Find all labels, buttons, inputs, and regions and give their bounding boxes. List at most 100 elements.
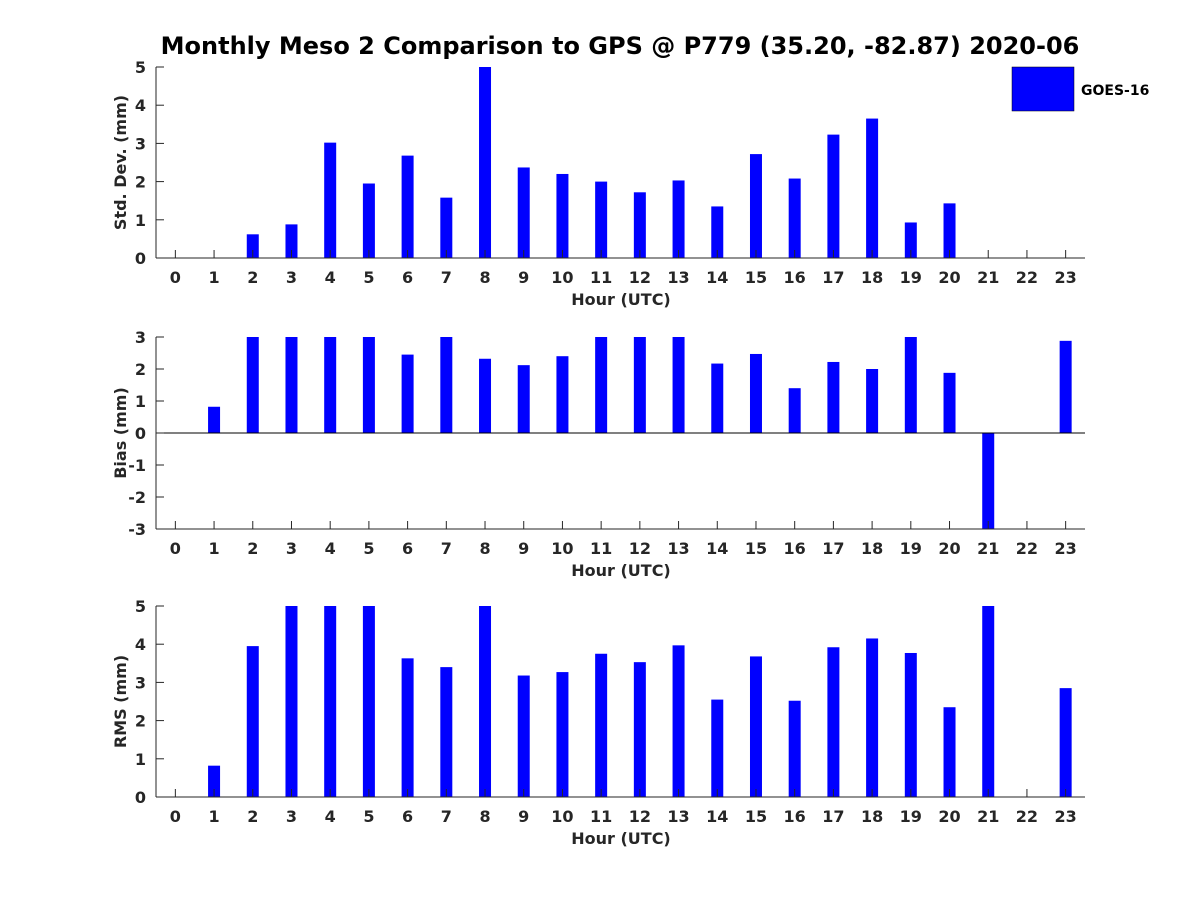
x-tick-label: 13 bbox=[667, 268, 689, 287]
legend: GOES-16 bbox=[1011, 66, 1149, 112]
x-tick-label: 22 bbox=[1016, 539, 1038, 558]
x-tick-label: 17 bbox=[822, 268, 844, 287]
x-tick-label: 22 bbox=[1016, 807, 1038, 826]
y-axis-label: Std. Dev. (mm) bbox=[111, 95, 130, 230]
bar-hour-3 bbox=[285, 337, 298, 433]
legend-swatch bbox=[1011, 66, 1075, 112]
bar-hour-1 bbox=[208, 406, 221, 433]
x-tick-label: 10 bbox=[551, 539, 573, 558]
x-axis-label: Hour (UTC) bbox=[571, 290, 671, 309]
x-tick-label: 12 bbox=[629, 807, 651, 826]
x-tick-label: 14 bbox=[706, 539, 728, 558]
bar-hour-6 bbox=[401, 354, 414, 433]
bar-hour-4 bbox=[324, 142, 337, 258]
y-axis-label: Bias (mm) bbox=[111, 387, 130, 479]
bar-hour-20 bbox=[943, 372, 956, 433]
x-tick-label: 7 bbox=[441, 268, 452, 287]
bar-hour-10 bbox=[556, 173, 569, 258]
x-tick-label: 18 bbox=[861, 539, 883, 558]
x-tick-label: 21 bbox=[977, 807, 999, 826]
bar-hour-12 bbox=[633, 192, 646, 258]
y-tick-label: -1 bbox=[128, 456, 146, 475]
x-tick-label: 23 bbox=[1055, 539, 1077, 558]
bar-hour-16 bbox=[788, 388, 801, 433]
x-tick-label: 0 bbox=[170, 807, 181, 826]
bar-hour-9 bbox=[517, 365, 530, 433]
x-tick-label: 8 bbox=[479, 807, 490, 826]
bar-hour-18 bbox=[866, 369, 879, 433]
x-tick-label: 5 bbox=[363, 268, 374, 287]
bar-hour-16 bbox=[788, 700, 801, 797]
bar-hour-5 bbox=[362, 337, 375, 433]
bar-hour-8 bbox=[479, 67, 492, 258]
y-tick-label: 1 bbox=[135, 750, 146, 769]
bar-hour-15 bbox=[749, 656, 762, 797]
x-tick-label: 14 bbox=[706, 807, 728, 826]
bar-hour-4 bbox=[324, 337, 337, 433]
y-tick-label: 5 bbox=[135, 597, 146, 616]
y-tick-label: 2 bbox=[135, 712, 146, 731]
x-tick-label: 18 bbox=[861, 807, 883, 826]
bar-hour-8 bbox=[479, 606, 492, 797]
y-tick-label: 3 bbox=[135, 328, 146, 347]
x-tick-label: 5 bbox=[363, 807, 374, 826]
bar-hour-12 bbox=[633, 662, 646, 797]
x-tick-label: 2 bbox=[247, 539, 258, 558]
x-tick-label: 15 bbox=[745, 539, 767, 558]
x-tick-label: 11 bbox=[590, 539, 612, 558]
x-tick-label: 16 bbox=[784, 268, 806, 287]
x-tick-label: 10 bbox=[551, 268, 573, 287]
y-tick-label: 2 bbox=[135, 360, 146, 379]
bar-hour-14 bbox=[711, 363, 724, 433]
x-tick-label: 21 bbox=[977, 268, 999, 287]
bar-hour-1 bbox=[208, 765, 221, 797]
bar-hour-17 bbox=[827, 134, 840, 258]
bar-hour-4 bbox=[324, 606, 337, 797]
bar-hour-2 bbox=[246, 337, 259, 433]
x-tick-label: 2 bbox=[247, 807, 258, 826]
y-tick-label: 3 bbox=[135, 134, 146, 153]
x-axis-label: Hour (UTC) bbox=[571, 829, 671, 848]
bar-hour-14 bbox=[711, 699, 724, 797]
bar-hour-13 bbox=[672, 645, 685, 797]
bar-hour-3 bbox=[285, 224, 298, 258]
y-tick-label: 2 bbox=[135, 173, 146, 192]
bar-hour-15 bbox=[749, 353, 762, 433]
x-tick-label: 10 bbox=[551, 807, 573, 826]
y-tick-label: 0 bbox=[135, 424, 146, 443]
x-tick-label: 0 bbox=[170, 268, 181, 287]
x-tick-label: 4 bbox=[325, 807, 336, 826]
x-tick-label: 22 bbox=[1016, 268, 1038, 287]
y-tick-label: -3 bbox=[128, 520, 146, 539]
x-tick-label: 9 bbox=[518, 268, 529, 287]
bar-hour-21 bbox=[982, 606, 995, 797]
x-tick-label: 8 bbox=[479, 539, 490, 558]
x-tick-label: 5 bbox=[363, 539, 374, 558]
bar-hour-11 bbox=[595, 653, 608, 797]
bar-hour-10 bbox=[556, 356, 569, 433]
x-tick-label: 13 bbox=[667, 539, 689, 558]
bar-hour-7 bbox=[440, 337, 453, 433]
x-tick-label: 3 bbox=[286, 539, 297, 558]
x-tick-label: 17 bbox=[822, 807, 844, 826]
x-tick-label: 12 bbox=[629, 539, 651, 558]
x-tick-label: 23 bbox=[1055, 807, 1077, 826]
x-tick-label: 11 bbox=[590, 268, 612, 287]
x-tick-label: 13 bbox=[667, 807, 689, 826]
bar-hour-23 bbox=[1059, 688, 1072, 797]
y-tick-label: 1 bbox=[135, 211, 146, 230]
bar-hour-13 bbox=[672, 337, 685, 433]
bar-hour-7 bbox=[440, 667, 453, 797]
x-tick-label: 7 bbox=[441, 539, 452, 558]
bar-hour-19 bbox=[904, 652, 917, 797]
bar-hour-19 bbox=[904, 337, 917, 433]
x-tick-label: 0 bbox=[170, 539, 181, 558]
bar-hour-11 bbox=[595, 181, 608, 258]
x-tick-label: 3 bbox=[286, 807, 297, 826]
bar-hour-17 bbox=[827, 361, 840, 433]
y-tick-label: 5 bbox=[135, 58, 146, 77]
x-tick-label: 20 bbox=[938, 539, 960, 558]
